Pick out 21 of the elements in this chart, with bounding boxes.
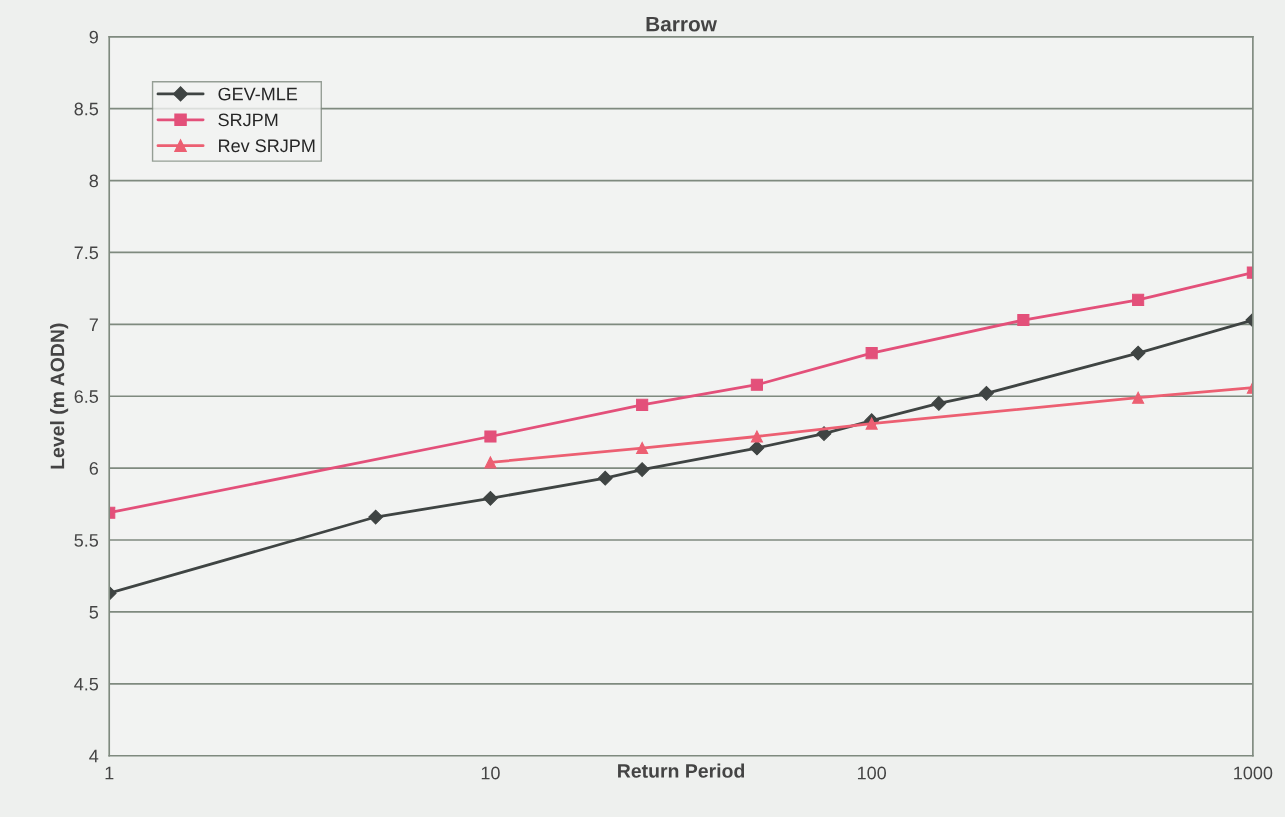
y-tick-label: 4.5 [74,677,99,691]
y-tick-label: 6 [89,462,99,475]
x-tick-label: 100 [857,766,887,780]
y-tick-label: 7 [89,318,98,331]
x-tick-label: 10 [481,766,500,780]
x-tick-label: 1000 [1234,766,1273,780]
y-tick-label: 6.5 [74,390,99,403]
y-axis-title: Level (m AODN) [50,323,69,469]
y-tick-label: 7.5 [74,246,99,260]
y-tick-label: 5.5 [74,534,99,547]
y-tick-label: 5 [89,606,99,619]
legend-label: GEV-MLE [218,87,298,101]
y-tick-label: 8.5 [74,102,99,116]
y-tick-label: 4 [89,749,99,763]
y-tick-label: 9 [89,30,98,44]
legend-label: SRJPM [218,113,278,127]
legend-label: Rev SRJPM [219,139,315,153]
x-tick-label: 1 [105,766,114,780]
x-axis-title: Return Period [618,763,745,778]
chart-title: Barrow [646,16,717,32]
y-tick-label: 8 [89,174,99,188]
